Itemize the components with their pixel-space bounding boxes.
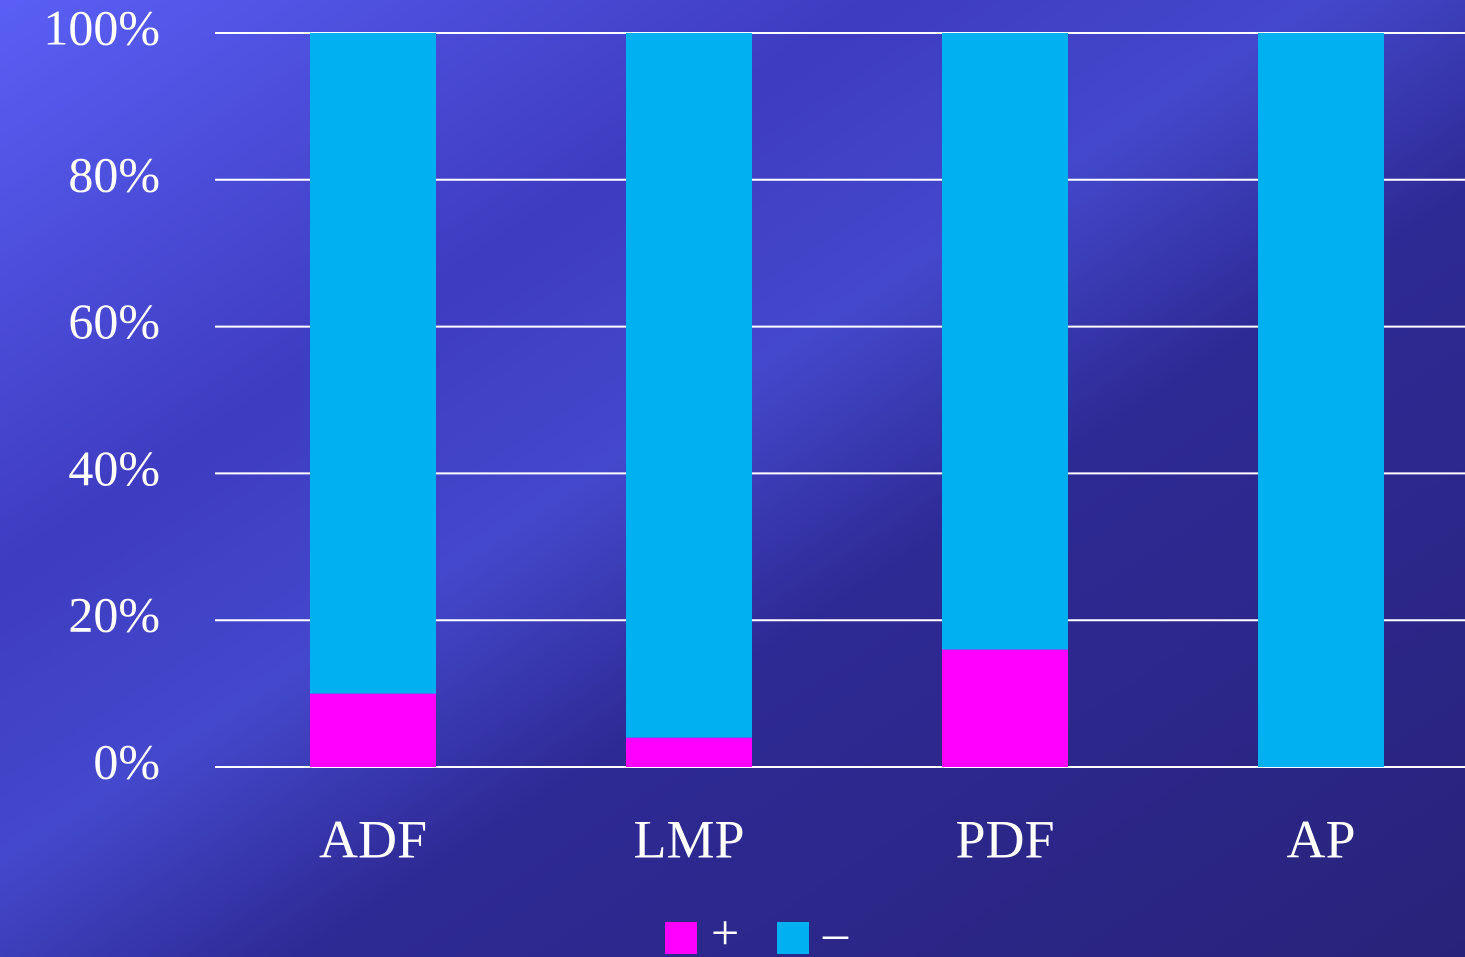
- x-tick-label: AP: [1286, 809, 1355, 869]
- x-tick-label: PDF: [955, 809, 1054, 869]
- bar-segment: [942, 33, 1068, 650]
- x-tick-label: ADF: [319, 809, 427, 869]
- y-tick-label: 60%: [68, 293, 160, 349]
- bar-segment: [942, 649, 1068, 767]
- bar-segment: [310, 693, 436, 767]
- y-tick-label: 100%: [43, 0, 160, 55]
- y-tick-label: 0%: [93, 733, 160, 789]
- y-tick-label: 80%: [68, 146, 160, 202]
- bar-segment: [1258, 33, 1384, 767]
- y-tick-label: 40%: [68, 440, 160, 496]
- bar-segment: [626, 737, 752, 767]
- legend-swatch: [665, 922, 697, 954]
- x-tick-label: LMP: [633, 809, 744, 869]
- legend-label: +: [711, 904, 739, 957]
- legend-label: –: [822, 904, 849, 957]
- bar-segment: [626, 33, 752, 738]
- legend-swatch: [777, 922, 809, 954]
- y-tick-label: 20%: [68, 587, 160, 643]
- bar-segment: [310, 33, 436, 694]
